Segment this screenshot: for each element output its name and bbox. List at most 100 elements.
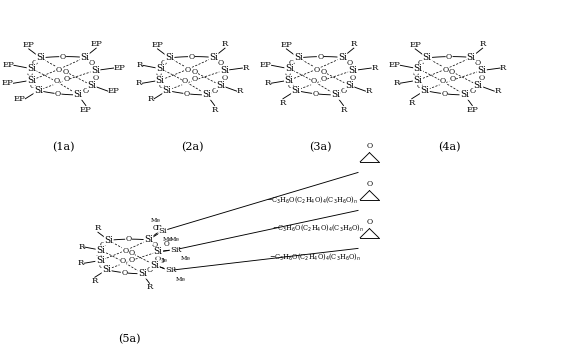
Text: O: O [314,66,320,74]
Text: Si: Si [155,76,165,85]
Text: EP: EP [23,41,34,49]
Text: O: O [121,269,127,277]
Text: O: O [313,90,318,98]
Text: Si: Si [413,76,423,85]
Text: R: R [480,40,486,48]
Text: O: O [129,256,135,264]
Text: R: R [351,40,357,48]
Text: O: O [221,74,228,82]
Text: R: R [237,87,243,95]
Text: O: O [288,82,294,90]
Text: (4a): (4a) [438,142,461,152]
Text: O: O [31,58,38,67]
Text: Si: Si [220,66,229,75]
Text: Si: Si [96,246,105,254]
Text: EP: EP [409,41,421,49]
Text: O: O [320,68,327,76]
Text: Si: Si [163,86,172,95]
Text: Si: Si [102,265,111,274]
Text: R: R [211,106,218,114]
Text: Si: Si [474,81,482,90]
Text: O: O [289,58,295,67]
Text: O: O [212,87,218,95]
Text: Si: Si [91,66,100,75]
Text: Si: Si [138,269,147,278]
Text: O: O [192,76,198,83]
Text: (1a): (1a) [52,142,74,152]
Text: O: O [120,257,126,265]
Text: Si: Si [165,53,174,62]
Text: EP: EP [152,41,164,49]
Text: O: O [152,241,158,249]
Text: O: O [470,87,475,95]
Text: Si: Si [36,53,45,62]
Text: EP: EP [90,40,102,48]
Text: R: R [175,245,181,253]
Text: O: O [159,257,165,265]
Text: O: O [417,82,423,90]
Text: O: O [367,180,372,188]
Text: O: O [128,249,134,257]
Text: O: O [59,53,66,61]
Text: Si: Si [420,86,430,95]
Text: Si: Si [150,261,159,270]
Text: Si: Si [345,81,354,90]
Text: Si: Si [27,64,36,73]
Text: Me: Me [176,277,186,282]
Text: Me: Me [157,257,167,262]
Text: O: O [122,247,128,255]
Text: O: O [153,224,158,232]
Text: Si: Si [331,90,340,99]
Text: O: O [284,70,290,78]
Text: O: O [440,77,446,85]
Text: R: R [169,266,176,274]
Text: O: O [346,59,353,67]
Text: Si: Si [203,90,211,99]
Text: Si: Si [73,90,83,99]
Text: O: O [441,90,448,98]
Text: O: O [340,87,347,95]
Text: O: O [27,70,33,78]
Text: Si: Si [156,64,165,73]
Text: $-$C$_3$H$_6$O(C$_2$H$_4$O)$_4$(C$_3$H$_6$O)$_n$: $-$C$_3$H$_6$O(C$_2$H$_4$O)$_4$(C$_3$H$_… [269,252,361,262]
Text: O: O [413,70,419,78]
Text: O: O [317,53,324,61]
Text: O: O [147,266,153,274]
Text: Me: Me [181,256,191,261]
Text: Si: Si [158,227,167,235]
Text: EP: EP [13,95,25,103]
Text: Si: Si [294,53,303,62]
Text: Me: Me [151,218,161,223]
Text: O: O [88,59,95,67]
Text: EP: EP [281,41,292,49]
Text: O: O [30,82,36,90]
Text: O: O [184,66,191,74]
Text: R: R [340,106,347,114]
Text: R: R [146,284,152,291]
Text: Si: Si [27,76,36,85]
Text: R: R [95,224,101,232]
Text: R: R [500,64,506,72]
Text: Si: Si [216,81,225,90]
Text: EP: EP [113,64,125,72]
Text: EP: EP [108,87,119,95]
Text: Si: Si [144,235,153,244]
Text: R: R [409,99,415,107]
Text: O: O [479,74,485,82]
Text: R: R [371,64,378,72]
Text: O: O [321,76,327,83]
Text: R: R [280,99,286,107]
Text: Si: Si [104,236,113,245]
Text: R: R [393,79,400,87]
Text: O: O [350,74,356,82]
Text: Si: Si [209,53,218,62]
Text: O: O [311,77,317,85]
Text: Si: Si [460,90,469,99]
Text: O: O [475,59,481,67]
Text: Si: Si [285,64,294,73]
Text: R: R [137,61,143,69]
Text: $-$C$_3$H$_6$O(C$_2$H$_4$O)$_4$(C$_3$H$_6$O)$_n$: $-$C$_3$H$_6$O(C$_2$H$_4$O)$_4$(C$_3$H$_… [266,194,358,205]
Text: EP: EP [389,61,400,69]
Text: O: O [83,87,89,95]
Text: O: O [126,235,132,243]
